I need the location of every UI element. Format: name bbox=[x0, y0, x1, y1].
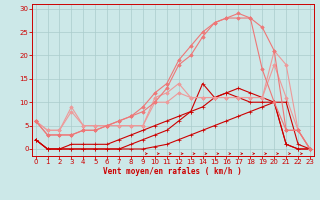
X-axis label: Vent moyen/en rafales ( km/h ): Vent moyen/en rafales ( km/h ) bbox=[103, 167, 242, 176]
